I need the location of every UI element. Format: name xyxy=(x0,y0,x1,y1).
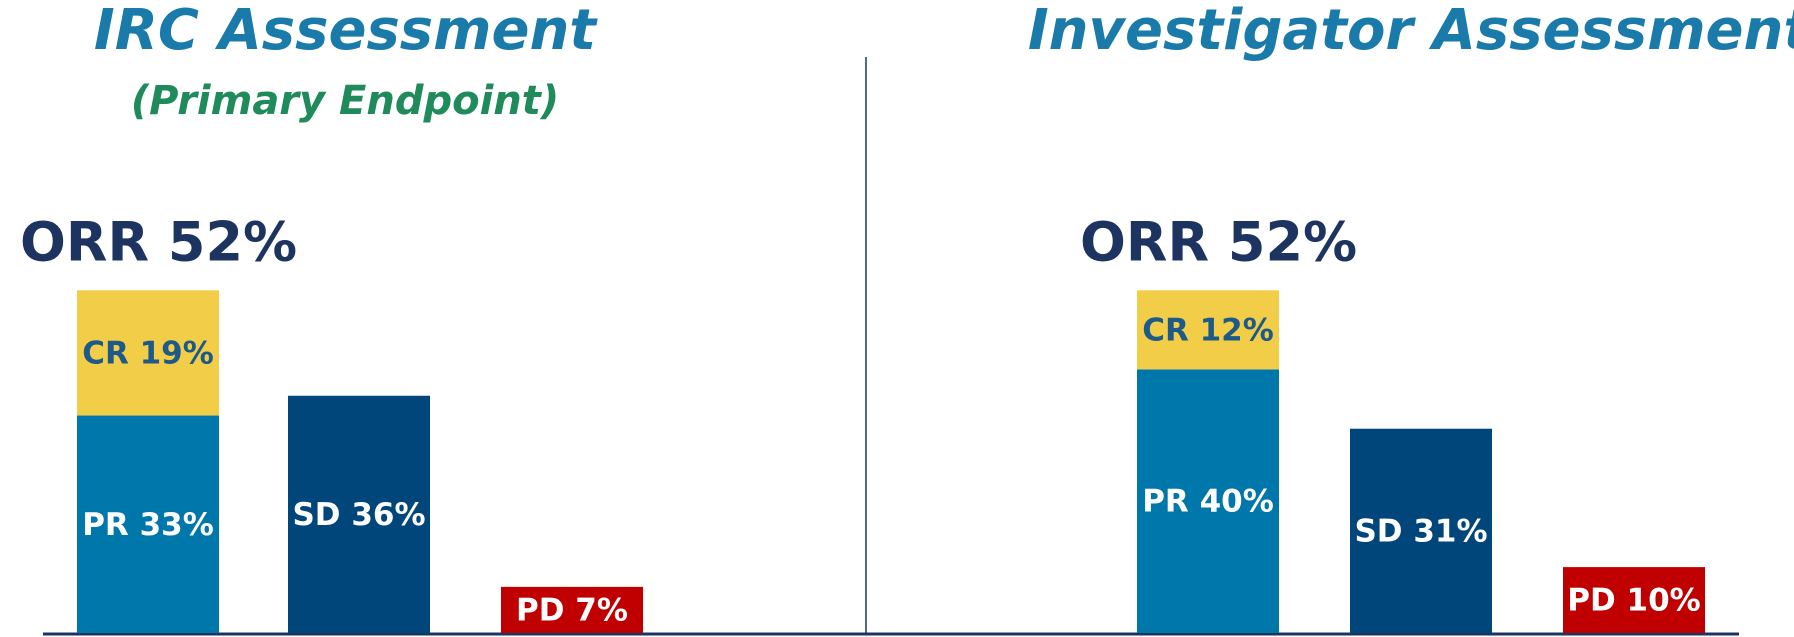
bar xyxy=(1137,369,1279,633)
annotation: ORR 52% xyxy=(1080,211,1357,274)
bar xyxy=(1350,428,1492,633)
bar xyxy=(288,395,430,633)
chart-title: IRC Assessment xyxy=(94,0,598,63)
data-label: SD 31% xyxy=(1354,513,1487,549)
chart-title: Investigator Assessment xyxy=(1028,0,1794,63)
bar xyxy=(77,290,219,416)
data-label: PD 7% xyxy=(516,592,628,628)
data-label: PD 10% xyxy=(1567,583,1700,619)
chart-subtitle: (Primary Endpoint) xyxy=(131,78,559,124)
bar xyxy=(501,586,643,633)
data-label: PR 40% xyxy=(1142,484,1274,520)
annotation: ORR 52% xyxy=(20,211,297,274)
bar xyxy=(1563,567,1705,633)
data-label: SD 36% xyxy=(292,497,425,533)
bar xyxy=(77,415,219,633)
data-label: CR 19% xyxy=(82,335,214,371)
data-label: CR 12% xyxy=(1142,312,1274,348)
data-label: PR 33% xyxy=(82,507,214,543)
bar xyxy=(1137,290,1279,370)
